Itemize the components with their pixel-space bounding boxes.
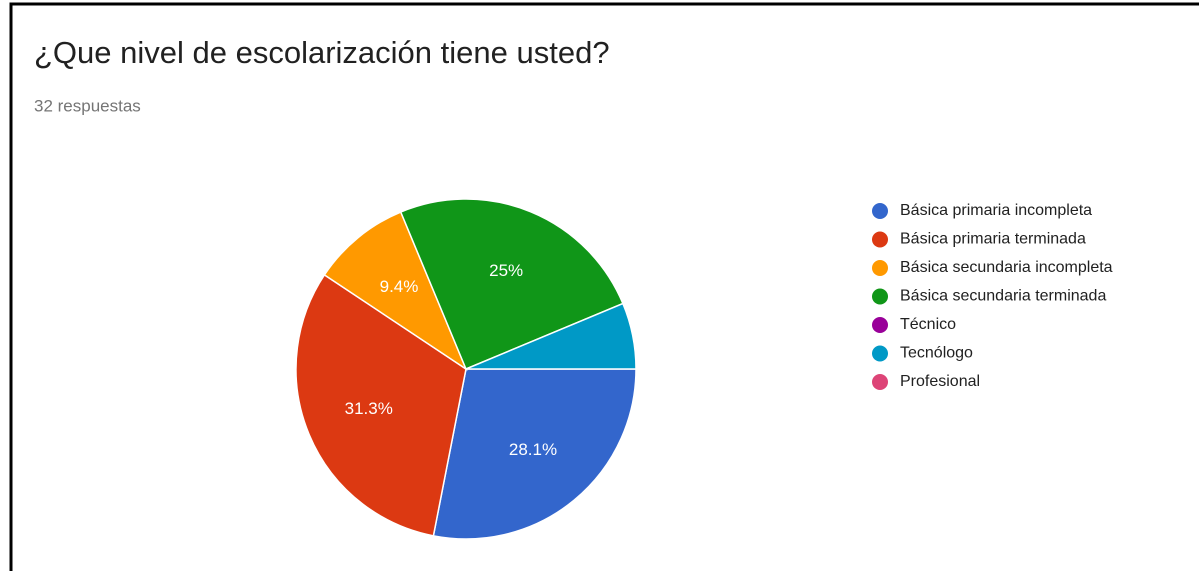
legend-swatch: [872, 203, 888, 219]
slice-label: 31.3%: [345, 399, 393, 418]
legend-swatch: [872, 231, 888, 248]
chart-title: ¿Que nivel de escolarización tiene usted…: [34, 35, 610, 70]
legend-swatch: [872, 374, 888, 390]
legend-label: Técnico: [900, 316, 956, 333]
pie-slice: [323, 211, 468, 371]
legend-swatch: [872, 260, 888, 276]
legend-swatch: [872, 288, 888, 305]
legend-label: Básica primaria terminada: [900, 231, 1086, 248]
legend-swatch: [872, 317, 888, 333]
slice-label: 28.1%: [509, 440, 557, 459]
pie-slice: [432, 368, 637, 540]
legend-label: Tecnólogo: [900, 345, 973, 362]
pie-slice: [465, 302, 637, 370]
slice-label: 9.4%: [380, 277, 419, 296]
slice-label: 25%: [489, 261, 523, 280]
chart-subtitle: 32 respuestas: [34, 96, 141, 115]
pie-slice: [295, 273, 467, 537]
frame: [9, 2, 1199, 571]
legend-label: Profesional: [900, 373, 980, 390]
legend-swatch: [872, 345, 888, 362]
legend-label: Básica primaria incompleta: [900, 202, 1092, 219]
legend-label: Básica secundaria incompleta: [900, 259, 1113, 276]
legend-label: Básica secundaria terminada: [900, 288, 1106, 305]
